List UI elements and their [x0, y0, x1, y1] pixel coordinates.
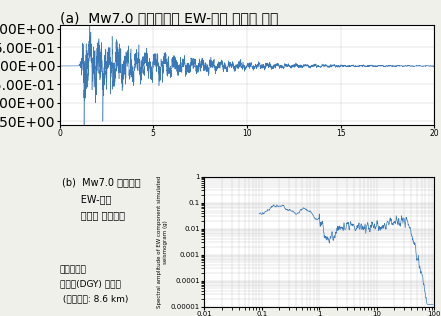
Text: (a)  Mw7.0 모사진진파 EW-성분 가속도 파형: (a) Mw7.0 모사진진파 EW-성분 가속도 파형 [60, 11, 278, 25]
Text: (b)  Mw7.0 모사진진: (b) Mw7.0 모사진진 [62, 177, 140, 187]
Text: 가속도 스펙트럼: 가속도 스펙트럼 [62, 210, 125, 220]
Text: (진앙거리: 8.6 km): (진앙거리: 8.6 km) [60, 294, 128, 303]
Text: 오대산진진: 오대산진진 [60, 265, 86, 274]
Y-axis label: Spectral amplitude of EW component simulated
seismogram (g): Spectral amplitude of EW component simul… [157, 175, 168, 308]
Text: 대관령(DGY) 관측소: 대관령(DGY) 관측소 [60, 280, 120, 289]
Text: EW-성분: EW-성분 [62, 194, 111, 204]
